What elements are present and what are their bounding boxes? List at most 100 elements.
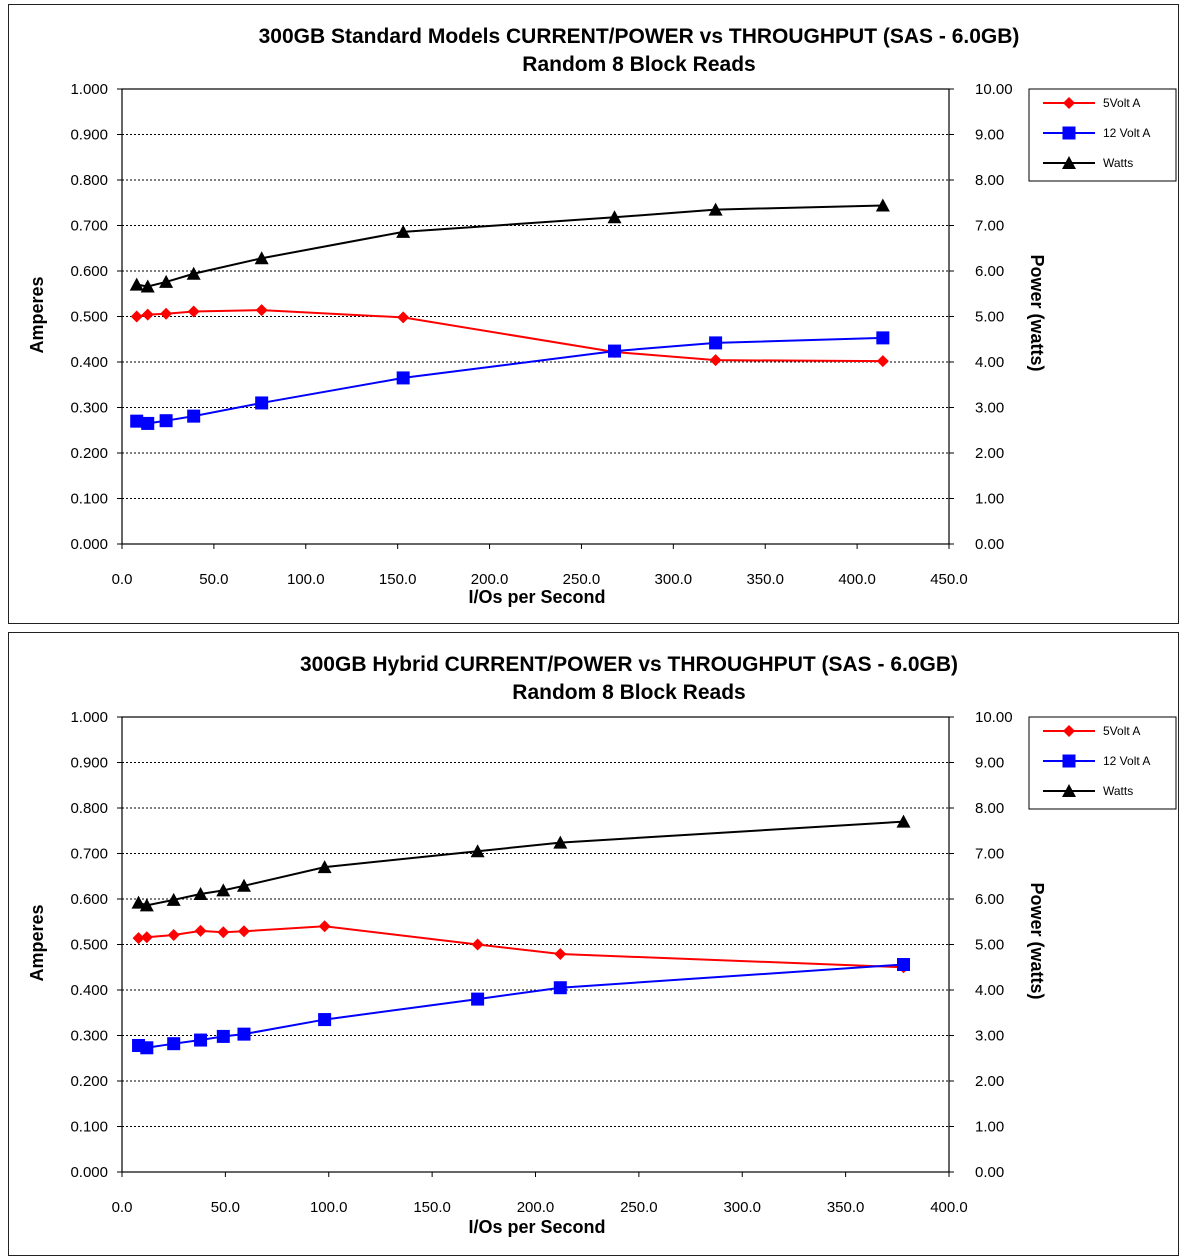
y-tick-label: 0.800 bbox=[70, 800, 108, 817]
legend-marker bbox=[1062, 784, 1076, 797]
y2-tick-label: 3.00 bbox=[975, 400, 1004, 417]
data-point bbox=[193, 886, 208, 900]
x-tick-label: 400.0 bbox=[838, 571, 876, 588]
chart-legend: 5Volt A 12 Volt A Watts bbox=[1028, 88, 1177, 182]
data-point bbox=[709, 354, 722, 367]
legend-label: 5Volt A bbox=[1103, 96, 1140, 110]
legend-box bbox=[1028, 88, 1177, 182]
data-point bbox=[129, 277, 144, 291]
data-point bbox=[237, 925, 250, 938]
x-tick-label: 300.0 bbox=[655, 571, 693, 588]
x-tick-label: 450.0 bbox=[930, 571, 968, 588]
data-point bbox=[131, 895, 146, 909]
y2-tick-label: 8.00 bbox=[975, 172, 1004, 189]
chart-standard-svg: 300GB Standard Models CURRENT/POWER vs T… bbox=[27, 25, 1177, 607]
data-point bbox=[554, 948, 567, 961]
data-point bbox=[607, 210, 622, 224]
data-point bbox=[187, 305, 200, 318]
x-tick-label: 200.0 bbox=[517, 1199, 555, 1216]
data-point bbox=[397, 311, 410, 324]
chart-panel-hybrid: 300GB Hybrid CURRENT/POWER vs THROUGHPUT… bbox=[8, 632, 1179, 1256]
chart-subtitle: Random 8 Block Reads bbox=[522, 53, 755, 76]
x-tick-label: 250.0 bbox=[563, 571, 601, 588]
data-point bbox=[470, 844, 485, 858]
data-point bbox=[254, 251, 269, 265]
chart-title: 300GB Standard Models CURRENT/POWER vs T… bbox=[259, 25, 1020, 48]
y2-tick-label: 0.00 bbox=[975, 536, 1004, 553]
y-tick-label: 0.500 bbox=[70, 937, 108, 954]
y-tick-label: 0.500 bbox=[70, 309, 108, 326]
data-point bbox=[216, 1029, 230, 1043]
data-point bbox=[130, 310, 143, 323]
data-point bbox=[140, 931, 153, 944]
legend-marker bbox=[1062, 754, 1076, 768]
chart-legend: 5Volt A 12 Volt A Watts bbox=[1028, 716, 1177, 810]
x-tick-label: 0.0 bbox=[112, 571, 133, 588]
data-point bbox=[216, 883, 231, 897]
data-point bbox=[141, 416, 155, 430]
y-tick-label: 0.800 bbox=[70, 172, 108, 189]
data-point bbox=[159, 274, 174, 288]
y2-tick-label: 7.00 bbox=[975, 846, 1004, 863]
legend-label: 12 Volt A bbox=[1103, 754, 1150, 768]
legend-box bbox=[1028, 716, 1177, 810]
y2-tick-label: 1.00 bbox=[975, 491, 1004, 508]
y2-tick-label: 0.00 bbox=[975, 1164, 1004, 1181]
data-point bbox=[236, 878, 251, 892]
y2-tick-label: 9.00 bbox=[975, 127, 1004, 144]
data-point bbox=[166, 892, 181, 906]
y2-tick-label: 6.00 bbox=[975, 263, 1004, 280]
y-tick-label: 0.700 bbox=[70, 846, 108, 863]
data-point bbox=[553, 835, 568, 849]
data-point bbox=[140, 1041, 154, 1055]
chart-title: 300GB Hybrid CURRENT/POWER vs THROUGHPUT… bbox=[300, 653, 958, 676]
data-point bbox=[187, 409, 201, 423]
plot-frame bbox=[121, 716, 950, 1173]
x-tick-label: 300.0 bbox=[723, 1199, 761, 1216]
data-point bbox=[396, 371, 410, 385]
data-point bbox=[139, 898, 154, 912]
data-point bbox=[318, 920, 331, 933]
data-point bbox=[471, 938, 484, 951]
x-tick-label: 50.0 bbox=[199, 571, 228, 588]
x-axis-label: I/Os per Second bbox=[468, 587, 605, 607]
legend-label: Watts bbox=[1103, 156, 1133, 170]
legend-marker bbox=[1062, 126, 1076, 140]
data-point bbox=[471, 992, 485, 1006]
data-point bbox=[186, 266, 201, 280]
y2-tick-label: 5.00 bbox=[975, 309, 1004, 326]
x-tick-label: 150.0 bbox=[413, 1199, 451, 1216]
y2-tick-label: 2.00 bbox=[975, 1073, 1004, 1090]
y-tick-label: 0.200 bbox=[70, 1073, 108, 1090]
y-tick-label: 0.900 bbox=[70, 127, 108, 144]
data-point bbox=[875, 198, 890, 212]
y-tick-label: 0.300 bbox=[70, 400, 108, 417]
y2-tick-label: 4.00 bbox=[975, 982, 1004, 999]
data-point bbox=[132, 932, 145, 945]
chart-panel-standard: 300GB Standard Models CURRENT/POWER vs T… bbox=[8, 4, 1179, 624]
x-tick-label: 100.0 bbox=[310, 1199, 348, 1216]
y2-tick-label: 10.00 bbox=[975, 709, 1013, 726]
data-point bbox=[160, 307, 173, 320]
data-point bbox=[608, 344, 622, 358]
legend-label: 12 Volt A bbox=[1103, 126, 1150, 140]
data-point bbox=[167, 928, 180, 941]
data-point bbox=[318, 1013, 332, 1027]
y2-tick-label: 8.00 bbox=[975, 800, 1004, 817]
y2-tick-label: 7.00 bbox=[975, 218, 1004, 235]
y-tick-label: 0.400 bbox=[70, 982, 108, 999]
y-tick-label: 0.600 bbox=[70, 891, 108, 908]
x-tick-label: 250.0 bbox=[620, 1199, 658, 1216]
y2-tick-label: 6.00 bbox=[975, 891, 1004, 908]
data-point bbox=[217, 926, 230, 939]
data-point bbox=[194, 924, 207, 937]
y2-tick-label: 1.00 bbox=[975, 1119, 1004, 1136]
y-tick-label: 1.000 bbox=[70, 81, 108, 98]
y-axis-label: Amperes bbox=[27, 904, 47, 981]
data-point bbox=[140, 279, 155, 293]
data-point bbox=[896, 814, 911, 828]
data-point bbox=[709, 336, 723, 350]
series-line bbox=[138, 925, 904, 969]
y-tick-label: 0.400 bbox=[70, 354, 108, 371]
data-point bbox=[194, 1033, 208, 1047]
